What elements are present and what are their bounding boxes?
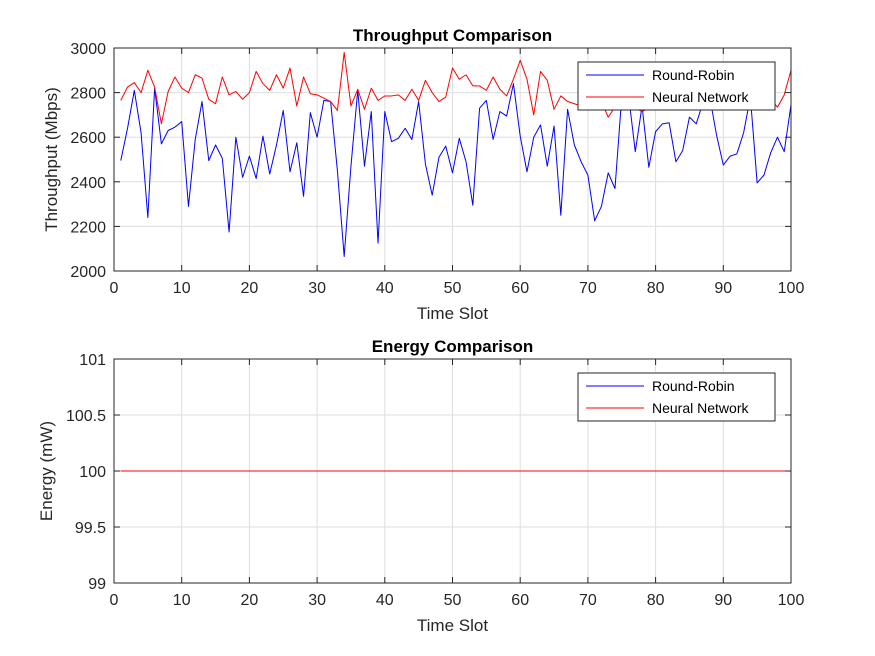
y-tick-label: 3000: [70, 41, 106, 58]
x-tick-label: 60: [511, 592, 529, 609]
x-tick-label: 0: [110, 280, 119, 297]
x-tick-label: 90: [714, 592, 732, 609]
chart-title: Energy Comparison: [372, 337, 534, 356]
x-tick-label: 70: [579, 592, 597, 609]
y-tick-label: 100: [79, 464, 106, 481]
x-tick-label: 70: [579, 280, 597, 297]
x-tick-label: 10: [173, 592, 191, 609]
x-tick-label: 30: [308, 592, 326, 609]
y-tick-label: 2800: [70, 86, 106, 103]
x-axis-label: Time Slot: [417, 304, 488, 323]
x-tick-label: 20: [241, 280, 259, 297]
y-tick-label: 2000: [70, 264, 106, 281]
x-tick-label: 100: [778, 280, 805, 297]
y-tick-label: 100.5: [66, 408, 106, 425]
x-tick-label: 50: [444, 280, 462, 297]
legend-label: Neural Network: [652, 89, 749, 105]
x-axis-label: Time Slot: [417, 616, 488, 635]
x-tick-label: 50: [444, 592, 462, 609]
y-tick-label: 2200: [70, 219, 106, 236]
series-line-round-robin: [120, 83, 791, 257]
y-axis-label: Throughput (Mbps): [42, 87, 61, 232]
x-tick-label: 40: [376, 280, 394, 297]
legend-label: Round-Robin: [652, 378, 735, 394]
x-tick-label: 80: [647, 280, 665, 297]
legend-label: Neural Network: [652, 400, 749, 416]
chart-1: 0 10 20 30 40 50 60 70 80 90 100 2000 2200 2400 2600 28…: [42, 26, 804, 323]
x-tick-label: 80: [647, 592, 665, 609]
x-tick-label: 10: [173, 280, 191, 297]
legend-box: [577, 372, 776, 422]
legend-label: Round-Robin: [652, 67, 735, 83]
x-tick-label: 60: [511, 280, 529, 297]
y-tick-label: 101: [79, 352, 106, 369]
chart-title: Throughput Comparison: [353, 26, 552, 45]
x-tick-label: 30: [308, 280, 326, 297]
y-tick-label: 99: [88, 576, 106, 593]
y-axis-label: Energy (mW): [37, 421, 56, 521]
y-tick-label: 99.5: [75, 520, 106, 537]
x-tick-label: 100: [778, 592, 805, 609]
x-tick-label: 0: [110, 592, 119, 609]
y-tick-label: 2400: [70, 175, 106, 192]
legend-box: [577, 61, 776, 111]
x-tick-label: 20: [241, 592, 259, 609]
x-tick-label: 40: [376, 592, 394, 609]
chart-2: 0 10 20 30 40 50 60 70 80 90 100 99 99.5 100 100.5 101 E…: [37, 337, 804, 635]
x-tick-label: 90: [714, 280, 732, 297]
legend: Round-Robin Neural Network: [577, 372, 776, 422]
y-tick-label: 2600: [70, 130, 106, 147]
legend: Round-Robin Neural Network: [577, 61, 776, 111]
